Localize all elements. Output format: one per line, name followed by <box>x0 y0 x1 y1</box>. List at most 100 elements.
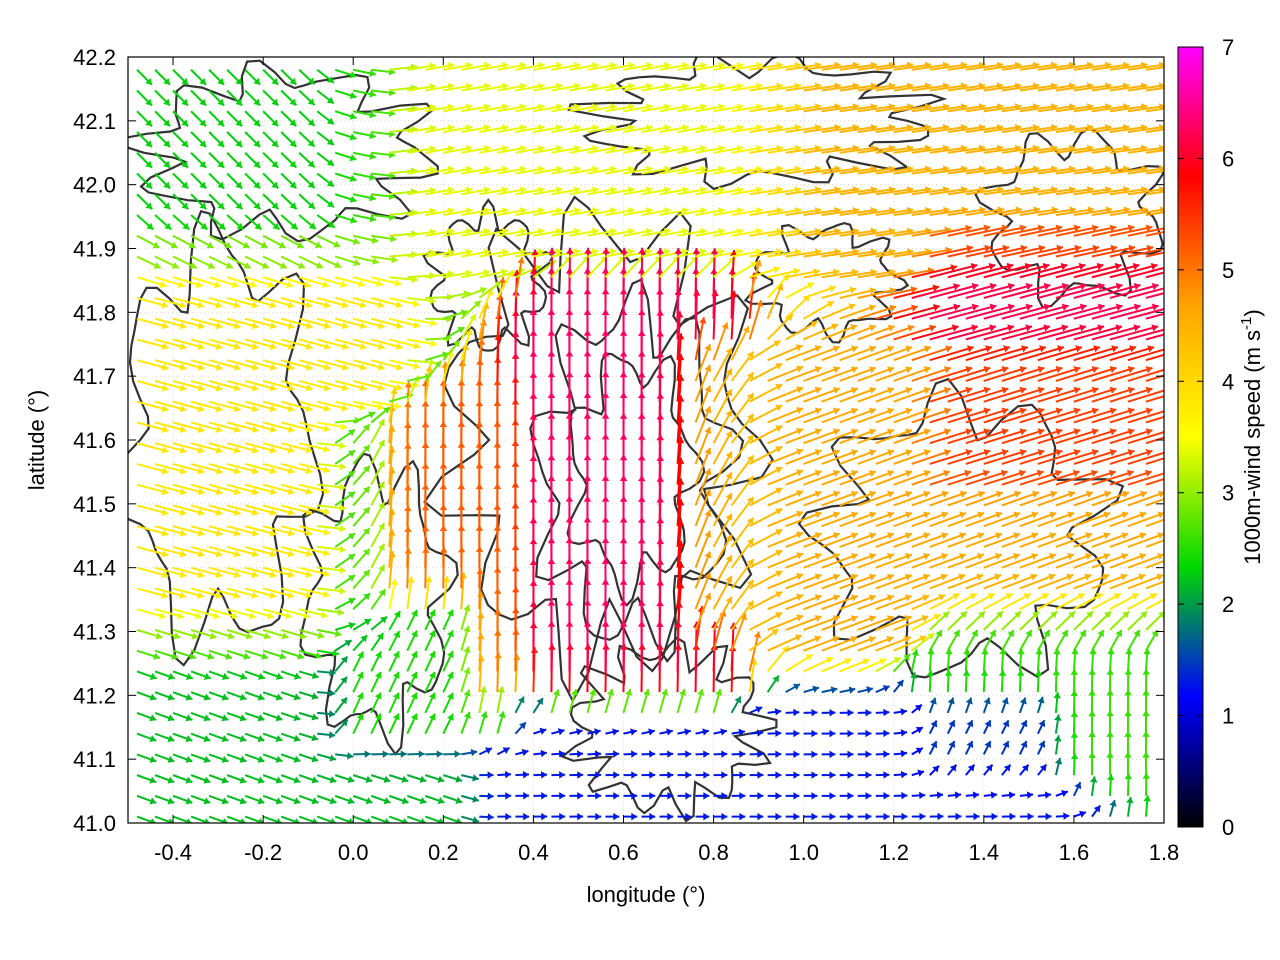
wind-arrow <box>677 792 692 800</box>
wind-arrow <box>208 234 233 249</box>
wind-arrow <box>154 255 180 269</box>
wind-arrow <box>569 82 599 92</box>
wind-arrow <box>803 635 840 652</box>
wind-arrow <box>982 740 992 755</box>
wind-arrow <box>406 692 418 714</box>
wind-arrow <box>947 244 992 258</box>
wind-arrow <box>334 774 355 784</box>
wind-arrow <box>1107 774 1115 796</box>
wind-arrow <box>1124 751 1132 776</box>
wind-arrow <box>334 172 357 183</box>
wind-arrow <box>1109 610 1130 631</box>
wind-arrow <box>172 794 193 805</box>
wind-arrow <box>965 552 1003 569</box>
wind-arrow <box>262 193 280 210</box>
wind-arrow <box>965 244 1010 258</box>
wind-arrow <box>154 400 187 413</box>
wind-arrow <box>172 152 189 169</box>
wind-arrow <box>1019 764 1030 776</box>
wind-arrow <box>461 165 491 175</box>
wind-arrow <box>136 691 157 701</box>
wind-arrow <box>443 145 473 154</box>
wind-arrow <box>244 110 261 127</box>
wind-arrow <box>298 566 331 578</box>
contour-line <box>797 377 1125 679</box>
wind-arrow <box>479 61 509 71</box>
wind-arrow <box>190 110 207 127</box>
wind-arrow <box>731 728 746 737</box>
wind-arrow <box>821 303 856 320</box>
wind-arrow <box>785 708 800 717</box>
wind-arrow <box>1035 648 1043 672</box>
wind-arrow <box>190 504 223 516</box>
wind-arrow <box>587 124 617 133</box>
wind-arrow <box>154 152 171 169</box>
wind-arrow <box>226 276 258 289</box>
wind-arrow <box>461 815 480 823</box>
wind-arrow <box>929 552 967 569</box>
wind-arrow <box>1145 251 1164 258</box>
wind-arrow <box>226 753 247 763</box>
wind-arrow <box>749 591 783 611</box>
wind-arrow <box>893 791 908 800</box>
wind-arrow <box>749 362 783 382</box>
wind-arrow <box>1126 796 1134 817</box>
wind-arrow <box>803 594 841 611</box>
wind-arrow <box>586 255 608 278</box>
wind-arrow <box>317 462 347 471</box>
wind-arrow <box>676 688 687 714</box>
wind-arrow <box>461 103 491 113</box>
wind-arrow <box>461 124 491 133</box>
x-axis-ticks: -0.4 -0.2 0.0 0.2 0.4 0.6 0.8 1.0 1.2 1.4 1.6 1.8 <box>154 57 1179 865</box>
wind-arrow <box>641 812 656 821</box>
wind-arrow <box>587 248 617 258</box>
x-tick-label: 0.8 <box>698 840 729 865</box>
wind-arrow <box>839 594 877 611</box>
wind-arrow <box>370 406 391 424</box>
wind-arrow <box>605 144 635 154</box>
wind-arrow <box>136 504 169 516</box>
wind-arrow <box>370 774 391 783</box>
wind-arrow <box>893 770 908 779</box>
wind-arrow <box>875 490 913 507</box>
wind-arrow <box>443 82 473 92</box>
wind-arrow <box>406 713 418 735</box>
wind-arrow <box>317 668 336 677</box>
wind-arrow <box>208 379 241 392</box>
wind-arrow <box>767 490 804 507</box>
wind-arrow <box>1070 731 1079 755</box>
wind-arrow <box>298 152 316 169</box>
wind-arrow <box>749 729 764 737</box>
wind-arrow <box>1088 689 1096 713</box>
wind-arrow <box>965 791 980 799</box>
wind-arrow <box>497 207 527 216</box>
wind-arrow <box>262 297 295 309</box>
wind-arrow <box>208 110 225 127</box>
wind-arrow <box>946 740 956 755</box>
wind-arrow <box>1071 648 1079 672</box>
wind-arrow <box>424 630 436 652</box>
wind-arrow <box>730 250 738 299</box>
wind-arrow <box>677 728 692 736</box>
wind-arrow <box>839 304 876 320</box>
wind-arrow <box>1055 244 1100 258</box>
wind-arrow <box>623 750 638 758</box>
wind-arrow <box>911 726 924 735</box>
wind-arrow <box>911 791 926 800</box>
wind-arrow <box>821 615 859 631</box>
wind-arrow <box>641 186 671 196</box>
wind-arrow <box>154 359 187 371</box>
wind-arrow <box>677 812 692 821</box>
wind-arrow <box>424 360 442 382</box>
wind-arrow <box>694 530 712 569</box>
contour-line <box>422 198 555 352</box>
wind-arrow <box>136 628 163 640</box>
wind-arrow <box>605 750 620 758</box>
wind-arrow <box>749 487 783 507</box>
wind-arrow <box>425 351 450 362</box>
wind-arrow <box>1001 303 1051 320</box>
wind-arrow <box>640 688 651 714</box>
wind-arrow <box>1001 428 1045 445</box>
wind-arrow <box>298 214 317 230</box>
wind-arrow <box>353 131 376 140</box>
